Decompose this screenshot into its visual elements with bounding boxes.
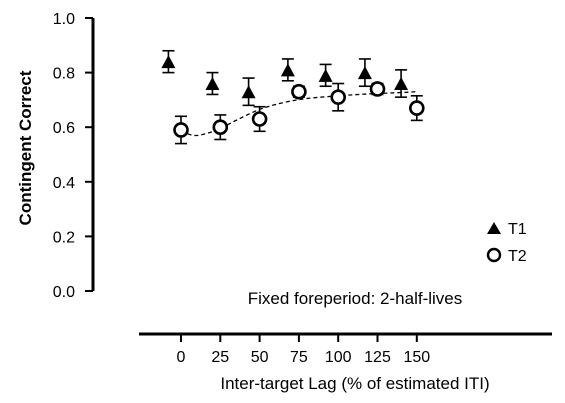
x-tick-label: 75 [290,349,308,366]
data-point-t1 [394,77,409,91]
annotation-text: Fixed foreperiod: 2-half-lives [248,289,462,308]
y-ticks: 0.0 0.2 0.4 0.6 0.8 1.0 [53,11,93,301]
y-tick-label: 1.0 [53,11,75,28]
x-tick-label: 150 [403,349,430,366]
y-tick-label: 0.8 [53,66,75,83]
x-tick-label: 25 [211,349,229,366]
data-point-t1 [161,55,176,69]
y-tick-label: 0.0 [53,284,75,301]
data-point-t1 [357,66,372,80]
x-tick-label: 50 [251,349,269,366]
legend-t2-marker [486,247,502,263]
data-point-t2 [212,119,229,135]
x-tick-label: 125 [364,349,391,366]
y-tick-label: 0.4 [53,175,75,192]
data-point-t2 [369,81,386,97]
data-point-t2 [251,111,268,127]
x-tick-label: 100 [325,349,352,366]
data-point-t2 [173,122,189,138]
y-tick-label: 0.2 [53,229,75,246]
data-point-t2 [330,89,347,105]
data-point-t1 [205,77,220,91]
legend-t1-marker [487,222,501,234]
y-axis-title: Contingent Correct [16,70,35,225]
x-tick-label: 0 [177,349,186,366]
data-point-t1 [280,63,295,77]
legend-t2-label: T2 [508,248,527,265]
plot-area [161,49,425,145]
data-point-t2 [291,83,307,100]
data-point-t1 [318,68,333,82]
x-axis-title: Inter-target Lag (% of estimated ITI) [220,374,489,393]
data-point-t2 [408,100,425,116]
x-ticks: 0 25 50 75 100 125 150 [177,334,430,366]
data-point-t1 [241,85,256,99]
legend: T1 T2 [486,221,527,265]
y-tick-label: 0.6 [53,120,75,137]
legend-t1-label: T1 [508,221,527,238]
